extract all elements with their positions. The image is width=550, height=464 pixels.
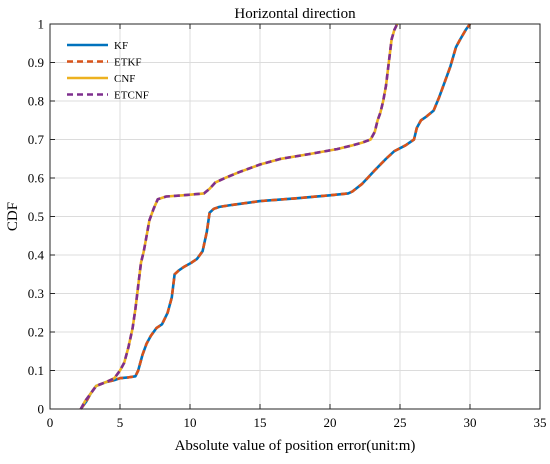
legend-label: CNF [114,73,135,85]
series-layer [79,23,472,410]
y-tick-label: 0.6 [28,171,45,186]
y-axis-title: CDF [5,202,21,231]
y-tick-label: 0.4 [28,248,45,263]
x-tick-label: 25 [394,415,407,430]
x-tick-labels: 0 5 10 15 20 25 30 35 [47,415,547,430]
series-line-kf [79,23,472,410]
y-tick-label: 0.8 [28,94,44,109]
tick-marks [49,23,541,410]
chart-title: Horizontal direction [234,6,356,22]
x-tick-label: 30 [464,415,477,430]
x-tick-label: 35 [534,415,547,430]
series-line-etcnf [79,23,399,410]
legend-label: ETKF [114,57,142,69]
x-tick-label: 0 [47,415,54,430]
y-tick-label: 0 [38,402,45,417]
x-tick-label: 5 [117,415,124,430]
x-axis-title: Absolute value of position error(unit:m) [175,438,416,454]
y-tick-label: 0.3 [28,286,44,301]
legend-label: KF [114,40,128,52]
y-tick-label: 0.7 [28,132,45,147]
y-tick-label: 0.1 [28,363,44,378]
y-tick-label: 1 [38,17,45,32]
y-tick-labels: 0 0.1 0.2 0.3 0.4 0.5 0.6 0.7 0.8 0.9 1 [28,17,45,417]
y-tick-label: 0.9 [28,55,44,70]
y-tick-label: 0.5 [28,209,44,224]
x-tick-label: 20 [324,415,337,430]
legend: KF ETKF CNF ETCNF [67,40,149,102]
x-tick-label: 15 [254,415,267,430]
legend-label: ETCNF [114,90,149,102]
x-tick-label: 10 [184,415,197,430]
y-tick-label: 0.2 [28,325,44,340]
